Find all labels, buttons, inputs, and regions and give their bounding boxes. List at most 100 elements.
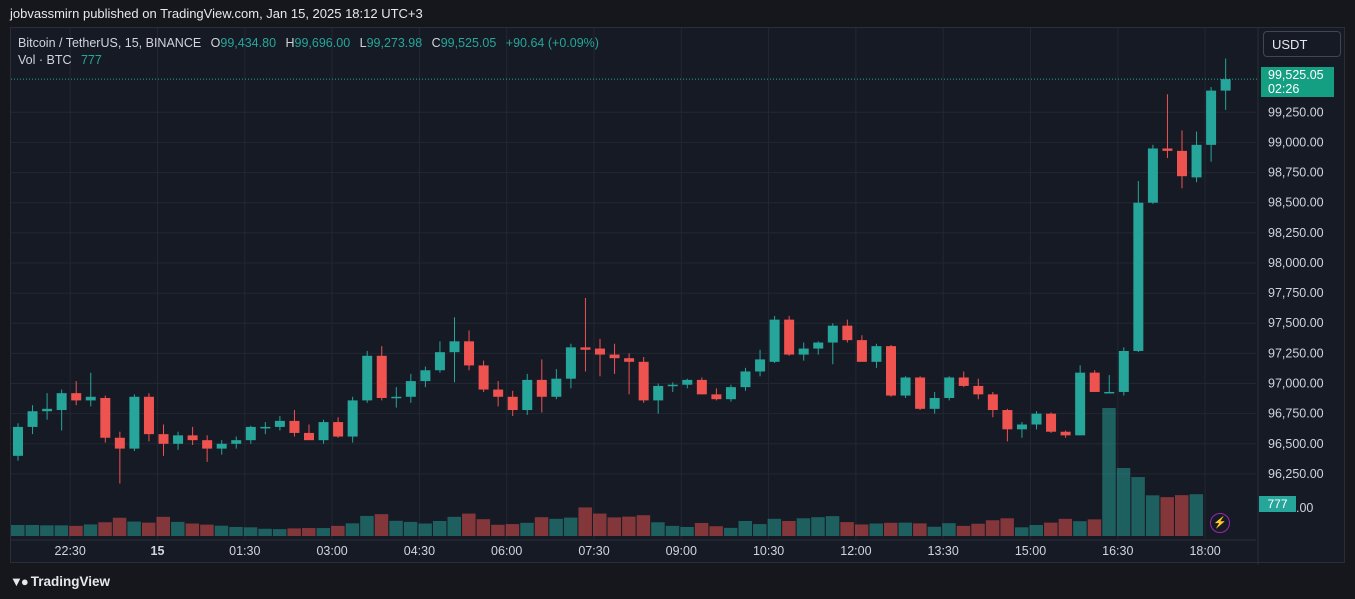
candle-body (987, 394, 998, 411)
low-value: 99,273.98 (366, 36, 423, 50)
symbol-name[interactable]: Bitcoin / TetherUS, 15, BINANCE (18, 36, 202, 50)
volume-bar (403, 521, 418, 536)
candle-body (696, 379, 707, 395)
volume-bar (345, 523, 360, 536)
volume-bar (1116, 468, 1131, 536)
candle-body (653, 385, 664, 401)
volume-label[interactable]: Vol · BTC (18, 53, 72, 67)
candle-body (886, 346, 896, 396)
volume-bar (884, 522, 898, 536)
volume-bar (360, 515, 374, 536)
volume-bar (1073, 521, 1087, 536)
candle-body (725, 387, 736, 400)
candle-body (493, 389, 504, 397)
candle-body (478, 365, 489, 390)
volume-bar (971, 523, 985, 536)
y-tick-label: 98,750.00 (1268, 166, 1324, 180)
y-tick-label: 98,500.00 (1268, 196, 1324, 210)
low-label: L (359, 36, 367, 50)
y-tick-label: 97,500.00 (1268, 316, 1324, 330)
y-tick-label: 96,750.00 (1268, 407, 1324, 421)
x-tick-label: 04:30 (404, 544, 435, 558)
candle-body (609, 354, 620, 359)
candle-body (114, 437, 125, 449)
candle-body (56, 393, 67, 411)
x-tick-label: 12:00 (840, 544, 871, 558)
y-tick-label: 97,000.00 (1268, 377, 1324, 391)
volume-bar (112, 517, 127, 536)
currency-button[interactable]: USDT (1263, 31, 1341, 57)
tradingview-logo[interactable]: ▼● TradingView (10, 574, 110, 589)
close-label: C (431, 36, 441, 50)
candle-body (1046, 413, 1057, 432)
candle-body (536, 379, 547, 397)
candle-body (551, 378, 562, 397)
volume-bar (913, 523, 927, 536)
candle-body (464, 341, 475, 366)
volume-bar (25, 524, 40, 536)
y-tick-label: 98,250.00 (1268, 226, 1324, 240)
candle-body (944, 377, 955, 398)
candle-body (1002, 410, 1013, 430)
candle-body (900, 377, 911, 396)
candle-body (27, 411, 38, 427)
volume-bar (694, 522, 709, 536)
candle-body (638, 361, 649, 401)
candle-body (769, 319, 780, 362)
volume-bar (1189, 494, 1204, 536)
volume-bar (505, 524, 520, 536)
volume-bar (593, 513, 607, 536)
candle-body (245, 426, 256, 441)
volume-bar (1145, 495, 1160, 536)
candle-body (347, 400, 358, 437)
candle-body (842, 325, 853, 341)
volume-bar (185, 523, 200, 536)
candle-body (915, 377, 926, 409)
volume-bar (389, 520, 403, 536)
volume-bar (767, 518, 782, 536)
candle-body (202, 440, 213, 449)
volume-bar (1029, 524, 1043, 536)
volume-bar (98, 522, 112, 536)
volume-bar (1014, 527, 1029, 536)
volume-bar (927, 526, 942, 536)
candle-body (13, 426, 23, 456)
candle-body (376, 355, 387, 398)
volume-bar (854, 524, 869, 536)
volume-bar (1131, 477, 1145, 536)
volume-bar (287, 528, 301, 536)
x-tick-label: 09:00 (666, 544, 697, 558)
volume-bar (272, 529, 287, 536)
candle-body (667, 384, 678, 387)
y-tick-label: 98,000.00 (1268, 256, 1324, 270)
close-value: 99,525.05 (440, 36, 497, 50)
volume-bar (316, 528, 331, 536)
volume-bar (709, 526, 723, 536)
candle-body (624, 358, 635, 362)
candle-body (362, 355, 373, 401)
candle-body (304, 432, 314, 441)
candle-body (798, 348, 809, 355)
volume-bar (1175, 495, 1189, 536)
last-price-value: 99,525.05 (1268, 68, 1324, 82)
candle-body (595, 348, 605, 355)
volume-tag: 777 (1259, 496, 1296, 512)
candle-body (231, 440, 242, 444)
change-value: +90.64 (+0.09%) (505, 36, 599, 50)
candle-body (434, 352, 445, 371)
candle-body (391, 396, 402, 399)
y-tick-label: 96,250.00 (1268, 467, 1324, 481)
volume-bar (534, 517, 549, 536)
volume-bar (942, 523, 956, 536)
candle-body (173, 435, 184, 444)
volume-bar (753, 524, 767, 536)
candle-body (71, 393, 82, 401)
volume-bar (476, 519, 491, 536)
bar-countdown: 02:26 (1268, 82, 1300, 96)
candle-body (1177, 150, 1187, 177)
candle-body (100, 397, 111, 438)
lightning-icon[interactable]: ⚡ (1210, 513, 1230, 533)
candle-body (1075, 372, 1086, 436)
candle-body (289, 420, 300, 433)
